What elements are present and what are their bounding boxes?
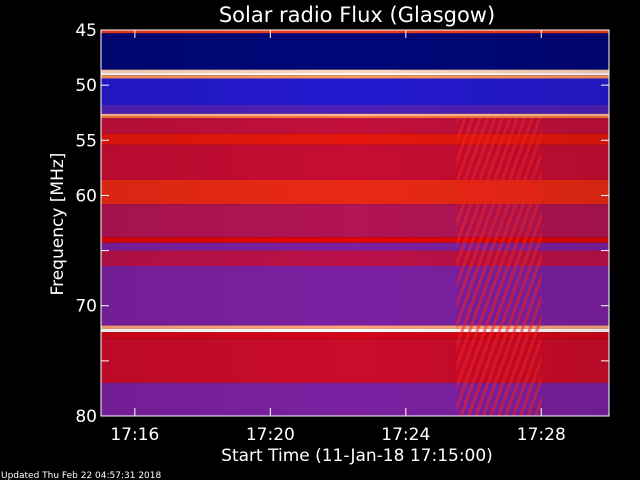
- time-shading: [101, 30, 609, 416]
- plot-frame: [100, 29, 610, 417]
- chart-title: Solar radio Flux (Glasgow): [219, 3, 495, 27]
- y-axis-ticks: 45 50 55 60 70 80: [75, 21, 609, 427]
- y-tick-label-70: 70: [75, 297, 97, 317]
- y-tick-label-60: 60: [75, 186, 97, 206]
- x-axis-label: Start Time (11-Jan-18 17:15:00): [221, 446, 493, 466]
- x-tick-label-1716: 17:16: [110, 425, 159, 445]
- y-axis-label: Frequency [MHz]: [48, 153, 68, 296]
- x-tick-label-1720: 17:20: [246, 425, 295, 445]
- x-tick-label-1728: 17:28: [517, 425, 566, 445]
- y-tick-label-55: 55: [75, 131, 97, 151]
- y-tick-label-80: 80: [75, 407, 97, 427]
- updated-timestamp: Updated Thu Feb 22 04:57:31 2018: [1, 471, 162, 480]
- x-tick-label-1724: 17:24: [381, 425, 430, 445]
- plot-area: [100, 29, 610, 417]
- x-axis-ticks: 17:16 17:20 17:24 17:28: [110, 30, 566, 445]
- y-tick-label-45: 45: [75, 21, 97, 41]
- y-tick-label-50: 50: [75, 76, 97, 96]
